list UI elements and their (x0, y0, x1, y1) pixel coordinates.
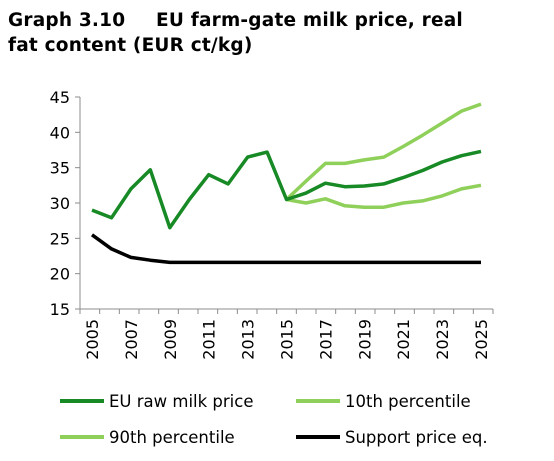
x-tick-label: 2011 (200, 319, 219, 360)
x-tick-label: 2013 (239, 319, 258, 360)
x-tick-label: 2023 (433, 319, 452, 360)
graph-number: Graph 3.10 (8, 10, 126, 31)
chart-title-line-2: fat content (EUR ct/kg) (8, 35, 253, 56)
x-tick-label: 2015 (278, 319, 297, 360)
x-tick-label: 2017 (316, 319, 335, 360)
series-line-2 (285, 102, 482, 201)
legend-label-1: 10th percentile (345, 392, 471, 411)
y-tick-label: 20 (50, 265, 70, 284)
legend-label-0: EU raw milk price (109, 392, 254, 411)
chart-title: Graph 3.10 EU farm-gate milk price, real … (8, 8, 548, 58)
x-tick-label: 2009 (161, 319, 180, 360)
x-tick-label: 2019 (355, 319, 374, 360)
series-line-3 (90, 233, 481, 265)
x-tick-label: 2007 (122, 319, 141, 360)
y-tick-label: 30 (50, 194, 70, 213)
chart-title-line-1: Graph 3.10 EU farm-gate milk price, real (8, 8, 548, 33)
chart-legend: EU raw milk price 10th percentile 90th per… (60, 392, 488, 447)
y-tick-label: 40 (50, 123, 70, 142)
x-tick-label: 2005 (83, 319, 102, 360)
title-text-1: EU farm-gate milk price, real (156, 10, 463, 31)
series-line-1 (286, 183, 482, 209)
y-tick-label: 45 (50, 88, 70, 107)
legend-label-2: 90th percentile (109, 428, 235, 447)
y-tick-label: 35 (50, 159, 70, 178)
y-tick-label: 25 (50, 229, 70, 248)
x-tick-label: 2021 (394, 319, 413, 360)
x-tick-label: 2025 (472, 319, 491, 360)
y-tick-label: 15 (50, 300, 70, 319)
series-line-0 (91, 149, 482, 230)
legend-label-3: Support price eq. (345, 428, 488, 447)
chart-series (90, 102, 482, 265)
